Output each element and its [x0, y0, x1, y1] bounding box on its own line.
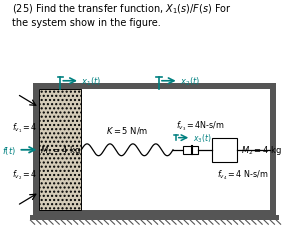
Bar [270, 84, 276, 216]
Text: the system show in the figure.: the system show in the figure. [12, 18, 161, 27]
Text: $f_{v_1}=4$ N-s/m: $f_{v_1}=4$ N-s/m [12, 121, 64, 134]
Bar [183, 146, 198, 154]
Bar [33, 84, 276, 90]
Text: $M_2=4$ kg: $M_2=4$ kg [241, 144, 282, 157]
Text: $f_{v_2}=4$ N-s/m: $f_{v_2}=4$ N-s/m [12, 167, 64, 181]
Bar [212, 138, 237, 162]
Text: $x_2(t)$: $x_2(t)$ [180, 75, 200, 88]
Text: $f_{v_3}=4$N-s/m: $f_{v_3}=4$N-s/m [176, 119, 225, 133]
Text: $f(t)$: $f(t)$ [2, 144, 16, 156]
Text: (25) Find the transfer function, $X_1(s)/F(s)$ For: (25) Find the transfer function, $X_1(s)… [12, 3, 232, 16]
Text: $x_3(t)$: $x_3(t)$ [193, 132, 211, 144]
Bar [33, 210, 276, 216]
Text: $f_{v_4}=4$ N-s/m: $f_{v_4}=4$ N-s/m [217, 167, 269, 181]
Text: $M_1=4$ kg: $M_1=4$ kg [40, 144, 81, 157]
Text: $x_1(t)$: $x_1(t)$ [81, 75, 102, 88]
Bar [30, 215, 279, 220]
Bar [39, 90, 81, 210]
Text: $K=5$ N/m: $K=5$ N/m [106, 125, 148, 135]
Bar [33, 84, 39, 216]
